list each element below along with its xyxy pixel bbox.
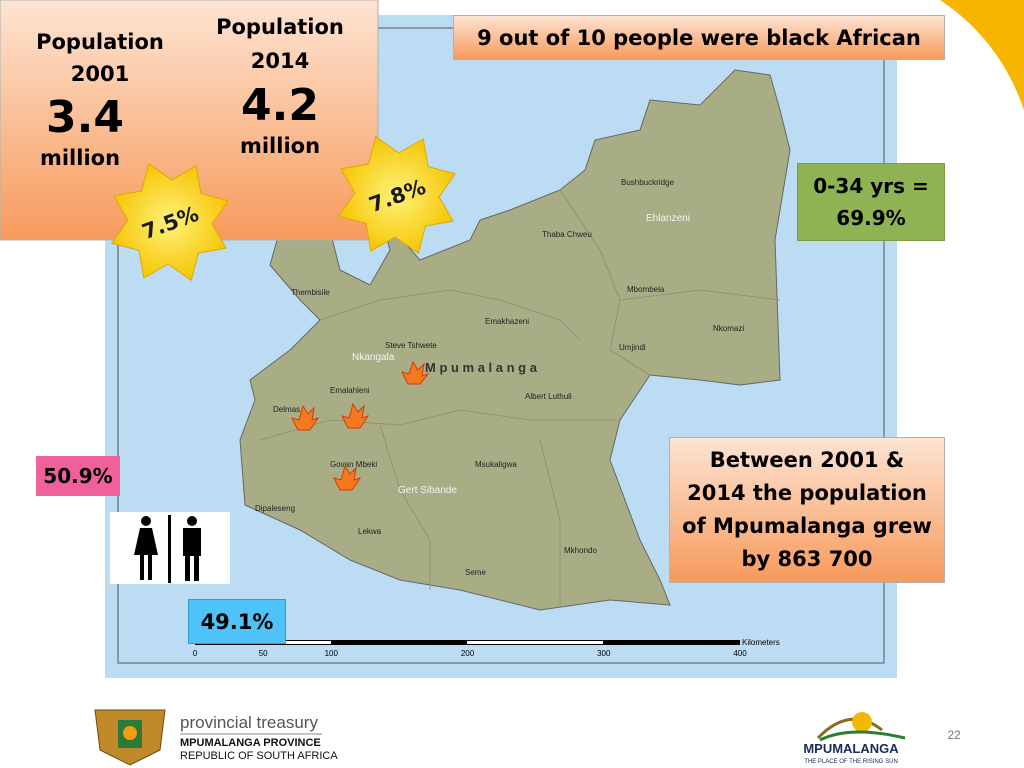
- female-share: 50.9%: [36, 456, 120, 496]
- municipality-label: Mkhondo: [564, 546, 597, 555]
- scale-unit: Kilometers: [742, 638, 780, 647]
- district-borders: [259, 189, 781, 605]
- pop-2001-value: 3.4: [46, 92, 124, 143]
- municipality-label: Mbombela: [627, 285, 665, 294]
- hotspots: [291, 360, 430, 491]
- scale-bar-rect: [263, 641, 331, 644]
- province-shape: [239, 69, 791, 611]
- brand-name: MPUMALANGA: [803, 741, 899, 756]
- scale-tick-label: 0: [193, 649, 198, 658]
- municipality-label: Emakhazeni: [485, 317, 529, 326]
- province-name: MPUMALANGA PROVINCE: [180, 737, 321, 749]
- municipality-label: Delmas: [273, 405, 300, 414]
- brand-logo: [816, 712, 906, 742]
- growth-star: 7.8%: [337, 135, 457, 255]
- corner-arc: [940, 0, 1024, 110]
- municipality-label: Emalahleni: [330, 386, 370, 395]
- district-label: Ehlanzeni: [646, 213, 690, 224]
- page-number: 22: [947, 728, 961, 742]
- pop-2014-label: Population 2014: [216, 15, 344, 73]
- municipality-label: Nkomazi: [713, 324, 744, 333]
- fire-icon: [333, 464, 362, 491]
- scale-tick-label: 100: [325, 649, 339, 658]
- municipality-label: Dipaleseng: [255, 504, 295, 513]
- pop-2014-value: 4.2: [241, 80, 319, 131]
- scale-bar: 0 50 100 200 300 400 Kilometers: [193, 638, 780, 658]
- country-name: REPUBLIC OF SOUTH AFRICA: [180, 750, 338, 762]
- treasury-name: provincial treasury: [180, 713, 318, 732]
- pop-2001: Population 2001 3.4 million: [20, 26, 180, 170]
- star-shape: [110, 162, 230, 282]
- scale-tick-label: 400: [733, 649, 747, 658]
- municipality-label: Thembisile: [291, 288, 330, 297]
- pop-2014: Population 2014 4.2 million: [200, 10, 360, 158]
- star-shape: [337, 135, 457, 255]
- pop-2001-unit: million: [39, 146, 121, 170]
- pop-2001-label: Population 2001: [36, 30, 164, 86]
- municipality-label: Seme: [465, 568, 486, 577]
- youth-note: 0-34 yrs = 69.9%: [797, 163, 945, 241]
- scale-tick-label: 300: [597, 649, 611, 658]
- municipality-label: Bushbuckridge: [621, 178, 674, 187]
- fire-icon: [401, 360, 430, 385]
- pop-2014-unit: million: [239, 134, 321, 158]
- district-label: Nkangala: [352, 352, 395, 363]
- municipality-label: Lekwa: [358, 527, 382, 536]
- growth-star: 7.5%: [110, 162, 230, 282]
- fire-icon: [341, 402, 370, 429]
- district-label: Gert Sibande: [398, 485, 457, 496]
- scale-bar-rect: [467, 641, 603, 644]
- race-note: 9 out of 10 people were black African: [453, 15, 945, 60]
- map-labels: Bushbuckridge Ehlanzeni Thaba Chweu Mbom…: [255, 178, 744, 577]
- municipality-label: Umjindi: [619, 343, 646, 352]
- growth-note: Between 2001 & 2014 the population of Mp…: [669, 437, 945, 583]
- treasury-logo: [94, 709, 166, 766]
- municipality-label: Govan Mbeki: [330, 460, 377, 469]
- scale-tick-label: 50: [259, 649, 268, 658]
- gender-icon: [134, 515, 201, 583]
- scale-tick-label: 200: [461, 649, 475, 658]
- brand-slogan: THE PLACE OF THE RISING SUN: [804, 759, 898, 765]
- municipality-label: Albert Luthuli: [525, 392, 572, 401]
- municipality-label: Msukaligwa: [475, 460, 517, 469]
- municipality-label: Thaba Chweu: [542, 230, 592, 239]
- male-share: 49.1%: [188, 599, 286, 644]
- municipality-label: Steve Tshwete: [385, 341, 437, 350]
- fire-icon: [291, 404, 320, 431]
- province-label: M p u m a l a n g a: [425, 360, 538, 375]
